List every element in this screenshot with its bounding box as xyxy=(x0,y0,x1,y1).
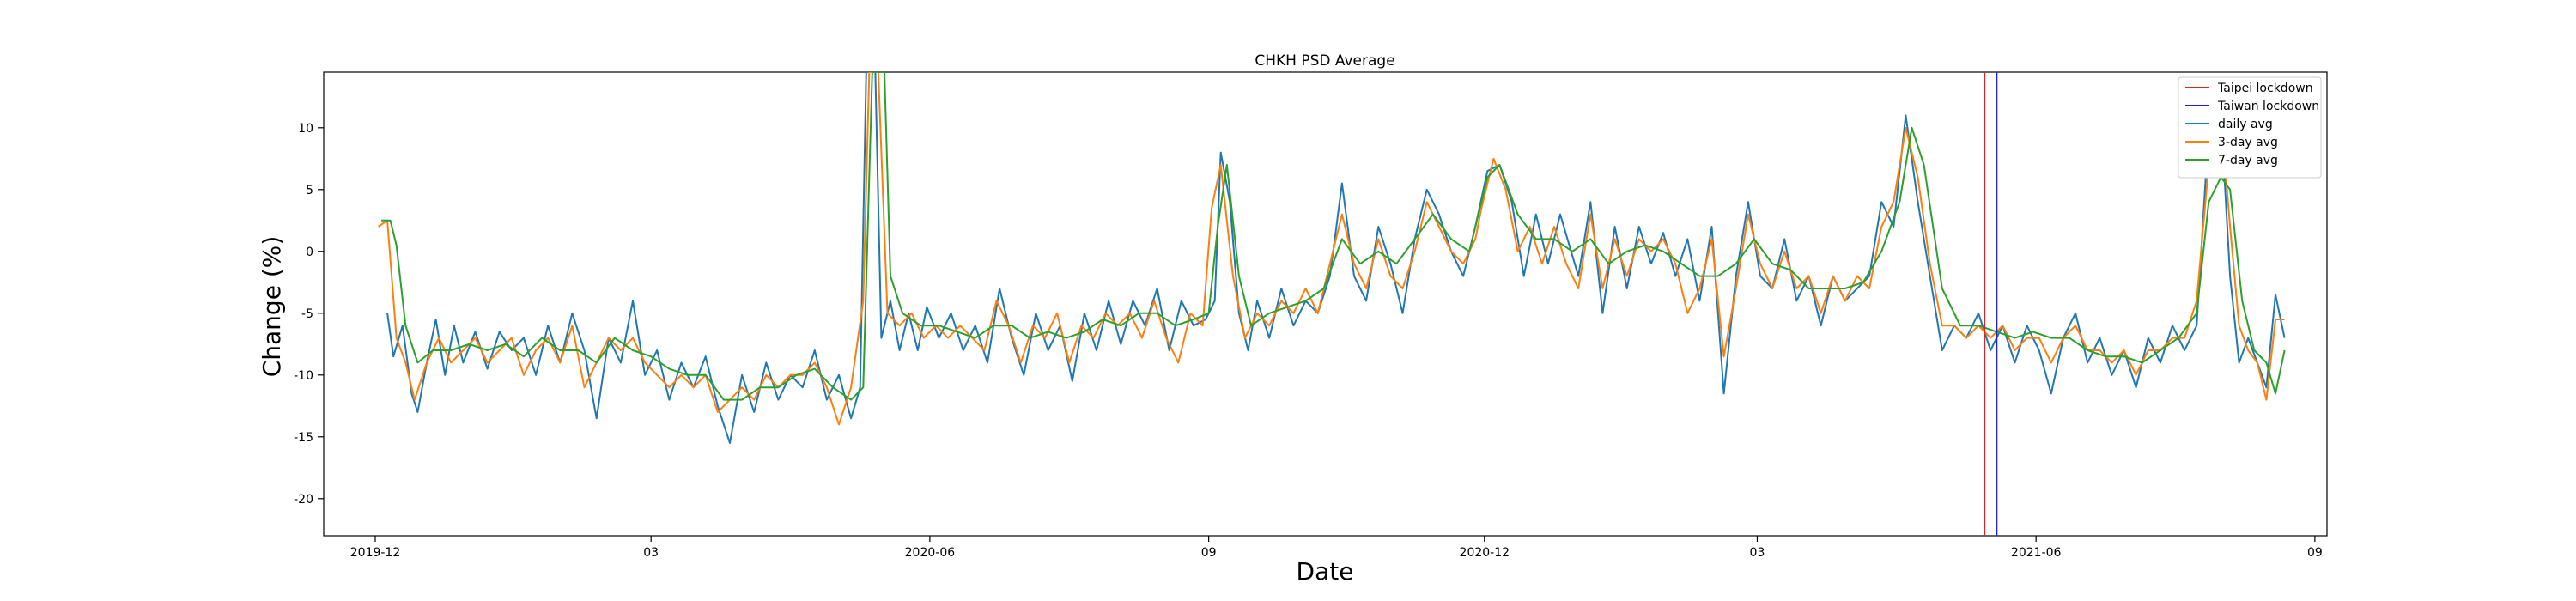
y-tick-label: -10 xyxy=(294,369,313,383)
y-tick-label: -5 xyxy=(301,307,313,321)
x-tick-label: 2020-12 xyxy=(1460,546,1510,560)
y-tick-label: 10 xyxy=(298,122,313,136)
x-axis-label: Date xyxy=(1297,557,1354,586)
x-tick-label: 2020-06 xyxy=(905,546,956,560)
legend-label: 7-day avg xyxy=(2218,154,2278,167)
series-line-3-day-avg xyxy=(377,72,2285,426)
series-line-7-day-avg xyxy=(381,72,2286,401)
y-tick-label: 5 xyxy=(306,184,313,197)
legend-label: Taipei lockdown xyxy=(2217,82,2313,95)
legend-box xyxy=(2178,76,2322,179)
chart-legend: Taipei lockdown Taiwan lockdown daily avg 3… xyxy=(2178,76,2322,179)
y-tick-label: -20 xyxy=(294,493,313,507)
y-axis-label: Change (%) xyxy=(258,236,286,378)
x-tick-label: 09 xyxy=(2307,546,2323,560)
y-tick-label: 0 xyxy=(306,246,313,259)
legend-label: Taiwan lockdown xyxy=(2217,100,2319,113)
x-tick-label: 03 xyxy=(643,546,659,560)
chart-title: CHKH PSD Average xyxy=(1255,52,1394,70)
y-tick-label: -15 xyxy=(294,431,313,445)
axes: -20 -15 -10 -5 0 5 10 2019-12 03 2020-06 09 2020-12… xyxy=(294,71,2328,560)
plot-area xyxy=(377,72,2286,536)
x-tick-label: 03 xyxy=(1750,546,1765,560)
x-tick-label: 09 xyxy=(1201,546,1217,560)
legend-label: 3-day avg xyxy=(2218,136,2278,149)
legend-label: daily avg xyxy=(2218,118,2273,131)
x-tick-label: 2021-06 xyxy=(2011,546,2062,560)
x-tick-label: 2019-12 xyxy=(350,546,401,560)
plot-frame xyxy=(323,71,2328,537)
